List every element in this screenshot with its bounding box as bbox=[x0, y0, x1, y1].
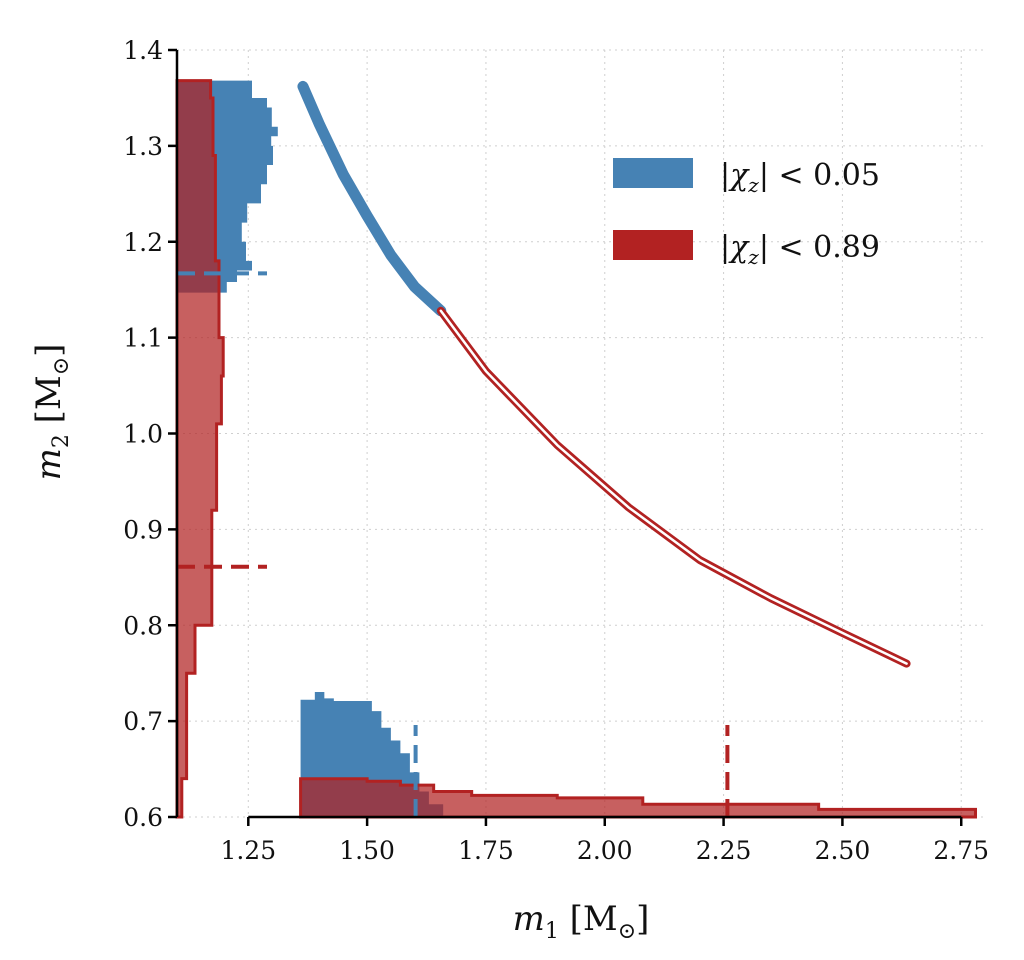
blue-legend-swatch bbox=[613, 158, 693, 188]
y-tick-label: 0.7 bbox=[123, 707, 163, 736]
x-axis-title: m1 [M⊙] bbox=[513, 899, 650, 944]
grid bbox=[177, 49, 985, 818]
axis-titles: m1 [M⊙] m2 [M⊙] bbox=[29, 344, 649, 944]
red-mass-curve-inner bbox=[439, 309, 908, 665]
red-legend-swatch bbox=[613, 230, 693, 260]
x-tick-label: 2.75 bbox=[933, 836, 989, 865]
y-tick-label: 1.1 bbox=[123, 324, 163, 353]
blue-mass-curve bbox=[297, 80, 447, 317]
median-markers bbox=[177, 271, 730, 817]
axes: 0.6 0.7 0.8 0.9 1.0 1.1 1.2 1.3 1.4 1.25 1.50 1.75 2… bbox=[123, 36, 989, 865]
red-mass-curve bbox=[436, 306, 911, 668]
x-tick-label: 1.75 bbox=[458, 836, 514, 865]
legend: |χz| < 0.05 |χz| < 0.89 bbox=[613, 158, 880, 269]
blue-legend-label: |χz| < 0.05 bbox=[720, 158, 880, 197]
x-tick-label: 1.25 bbox=[220, 836, 276, 865]
m2-marginal-histograms bbox=[175, 79, 278, 819]
y-tick-label: 1.0 bbox=[123, 420, 163, 449]
y-tick-label: 0.8 bbox=[123, 611, 163, 640]
y-tick-label: 1.4 bbox=[123, 36, 163, 65]
y-tick-label: 0.6 bbox=[123, 803, 163, 832]
x-tick-label: 2.25 bbox=[696, 836, 752, 865]
y-tick-label: 1.3 bbox=[123, 132, 163, 161]
x-tick-label: 2.00 bbox=[577, 836, 633, 865]
y-tick-label: 1.2 bbox=[123, 228, 163, 257]
red-m1-histogram bbox=[299, 777, 977, 819]
y-tick-label: 0.9 bbox=[123, 515, 163, 544]
red-legend-label: |χz| < 0.89 bbox=[720, 230, 880, 269]
m1-marginal-histograms bbox=[299, 692, 977, 819]
y-axis-title: m2 [M⊙] bbox=[29, 344, 74, 481]
red-m2-histogram bbox=[175, 79, 225, 819]
mass-curves bbox=[297, 80, 911, 668]
x-tick-label: 1.50 bbox=[339, 836, 395, 865]
x-tick-label: 2.50 bbox=[815, 836, 871, 865]
